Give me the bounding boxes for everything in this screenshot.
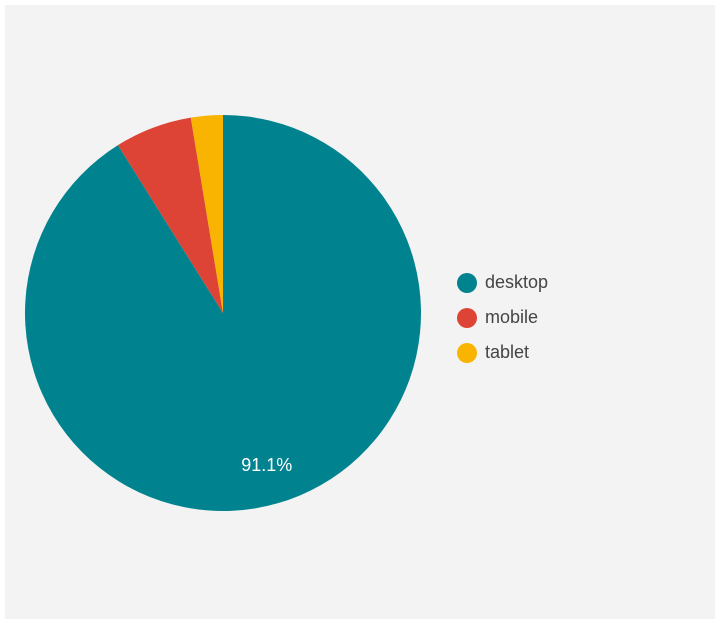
legend-item-desktop[interactable]: desktop [457,265,548,300]
legend-swatch-desktop [457,272,477,293]
legend-item-tablet[interactable]: tablet [457,335,548,370]
legend-label-tablet: tablet [485,342,530,362]
pie-slice-tablet[interactable] [190,115,223,313]
chart-card: 91.1% desktop mobile tablet [5,5,715,619]
legend-item-mobile[interactable]: mobile [457,300,548,335]
legend: desktop mobile tablet [457,265,548,370]
pie-slice-mobile[interactable] [117,117,223,313]
pie-chart: 91.1% [24,115,422,511]
legend-label-mobile: mobile [485,307,539,327]
legend-swatch-mobile [457,307,477,328]
legend-swatch-tablet [457,342,477,363]
legend-label-desktop: desktop [485,272,549,292]
pie-label-desktop: 91.1% [241,455,292,475]
